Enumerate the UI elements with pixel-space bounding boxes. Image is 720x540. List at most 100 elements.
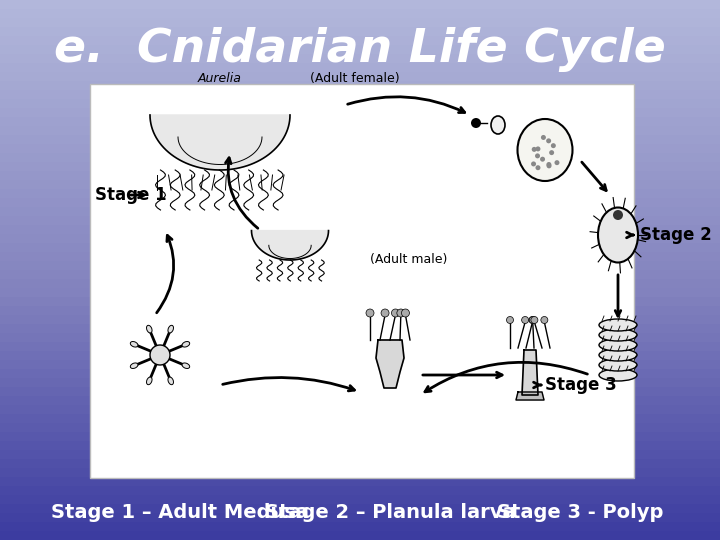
Circle shape — [521, 316, 528, 323]
Text: (Adult female): (Adult female) — [310, 72, 400, 85]
Bar — [0, 135, 720, 144]
Bar — [0, 234, 720, 243]
Circle shape — [535, 153, 540, 158]
Bar — [0, 315, 720, 324]
Bar — [0, 225, 720, 234]
Bar — [0, 252, 720, 261]
Circle shape — [529, 316, 536, 323]
Circle shape — [366, 309, 374, 317]
Circle shape — [540, 157, 545, 161]
Bar — [0, 108, 720, 117]
Ellipse shape — [130, 341, 138, 347]
Ellipse shape — [130, 363, 138, 368]
Bar — [0, 0, 720, 9]
Circle shape — [506, 316, 513, 323]
Circle shape — [402, 309, 410, 317]
Circle shape — [541, 135, 546, 140]
Circle shape — [531, 147, 536, 152]
Text: Stage 1: Stage 1 — [95, 186, 166, 204]
Circle shape — [150, 345, 170, 365]
Ellipse shape — [146, 377, 152, 384]
Bar — [0, 153, 720, 162]
Bar — [0, 432, 720, 441]
Circle shape — [536, 146, 541, 151]
Ellipse shape — [168, 377, 174, 384]
Circle shape — [554, 160, 559, 165]
Bar — [0, 441, 720, 450]
Bar — [0, 189, 720, 198]
Polygon shape — [251, 231, 328, 260]
Circle shape — [471, 118, 481, 128]
Bar — [0, 477, 720, 486]
Ellipse shape — [518, 119, 572, 181]
Bar — [0, 63, 720, 72]
Ellipse shape — [599, 329, 637, 341]
Bar — [0, 162, 720, 171]
Circle shape — [549, 150, 554, 155]
Circle shape — [546, 164, 552, 168]
Circle shape — [551, 143, 556, 148]
Bar — [0, 414, 720, 423]
Bar — [0, 504, 720, 513]
Bar — [0, 531, 720, 540]
Bar — [0, 81, 720, 90]
Text: (Adult male): (Adult male) — [370, 253, 447, 267]
Bar — [0, 171, 720, 180]
Bar — [0, 369, 720, 378]
Bar — [0, 351, 720, 360]
Circle shape — [536, 165, 541, 170]
Bar — [0, 288, 720, 297]
Bar — [0, 198, 720, 207]
Circle shape — [546, 162, 552, 167]
Bar — [0, 378, 720, 387]
Circle shape — [531, 316, 538, 323]
Ellipse shape — [599, 349, 637, 361]
Bar — [0, 306, 720, 315]
Circle shape — [541, 316, 548, 323]
Polygon shape — [522, 350, 538, 395]
Bar — [0, 126, 720, 135]
Bar — [0, 72, 720, 81]
Bar — [0, 279, 720, 288]
Bar — [0, 450, 720, 459]
Bar — [0, 45, 720, 54]
Ellipse shape — [598, 207, 638, 262]
Bar — [0, 459, 720, 468]
Ellipse shape — [599, 339, 637, 351]
Bar — [0, 468, 720, 477]
Circle shape — [381, 309, 389, 317]
Bar — [0, 117, 720, 126]
Polygon shape — [150, 115, 290, 170]
Bar — [0, 522, 720, 531]
Bar — [0, 513, 720, 522]
Text: Aurelia: Aurelia — [198, 72, 242, 85]
Ellipse shape — [599, 319, 637, 331]
Bar — [0, 99, 720, 108]
Circle shape — [392, 309, 400, 317]
Bar — [0, 333, 720, 342]
Bar — [0, 207, 720, 216]
Bar — [0, 360, 720, 369]
Bar — [0, 27, 720, 36]
Text: Stage 2 – Planula larva: Stage 2 – Planula larva — [265, 503, 516, 522]
Circle shape — [529, 316, 536, 323]
Bar — [0, 216, 720, 225]
Bar — [0, 270, 720, 279]
Bar — [0, 387, 720, 396]
Circle shape — [397, 309, 405, 317]
Polygon shape — [516, 392, 544, 400]
Circle shape — [531, 161, 536, 166]
Bar — [0, 297, 720, 306]
Bar — [0, 180, 720, 189]
Ellipse shape — [146, 325, 152, 333]
Bar — [0, 90, 720, 99]
Text: Stage 3: Stage 3 — [545, 376, 617, 394]
Bar — [90, 84, 634, 478]
Bar — [0, 36, 720, 45]
Bar — [0, 405, 720, 414]
Bar — [0, 495, 720, 504]
Polygon shape — [376, 340, 404, 388]
Bar — [0, 243, 720, 252]
Bar — [0, 342, 720, 351]
Bar — [0, 423, 720, 432]
